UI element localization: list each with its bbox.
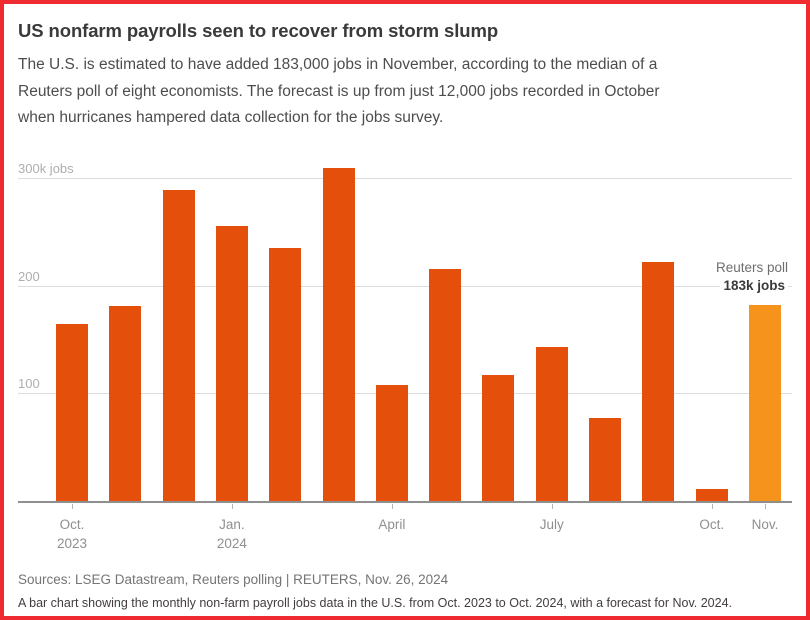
bar-jan-2024: [215, 226, 248, 502]
bar-may-2024: [429, 269, 462, 502]
x-axis-baseline: [18, 500, 792, 503]
x-axis-label-jan-2024: Jan. 2024: [216, 516, 247, 551]
gridline-300k: [18, 178, 792, 179]
bar-jul-2024: [535, 346, 568, 502]
y-axis-label-200k: 200: [18, 268, 40, 284]
y-axis-label-300k: 300k jobs: [18, 161, 74, 176]
annotation-reuters-poll: Reuters poll 183k jobs: [716, 259, 788, 295]
bar-oct-2024: [695, 488, 728, 502]
bar-jun-2024: [482, 374, 515, 502]
bar-mar-2024: [322, 168, 355, 502]
annotation-label: Reuters poll: [715, 259, 788, 275]
alt-text-line: A bar chart showing the monthly non-farm…: [18, 595, 733, 610]
subtitle-line-2: Reuters poll of eight economists. The fo…: [18, 82, 660, 100]
bar-nov-2024-forecast: [749, 304, 782, 502]
subtitle-line-3: when hurricanes hampered data collection…: [18, 109, 444, 126]
x-axis-label-oct: Oct.: [699, 516, 725, 532]
x-axis-tick-july: [551, 503, 553, 509]
subtitle-line-1: The U.S. is estimated to have added 183,…: [18, 56, 658, 73]
gridline-200k: [18, 285, 792, 287]
annotation-value: 183k jobs: [716, 277, 788, 295]
payrolls-bar-chart: Reuters poll 183k jobs 300k jobs 200 100 Oc…: [18, 157, 792, 555]
x-axis-label-april: April: [378, 516, 406, 532]
chart-subtitle: The U.S. is estimated to have added 183,…: [18, 52, 792, 132]
bar-oct-2023: [56, 324, 88, 502]
x-axis-tick-nov: [765, 503, 767, 509]
bar-aug-2024: [589, 417, 622, 502]
y-axis-label-100k: 100: [18, 376, 40, 391]
x-axis-tick-jan-2024: [231, 503, 233, 509]
chart-card: US nonfarm payrolls seen to recover from…: [4, 19, 806, 610]
chart-title: US nonfarm payrolls seen to recover from…: [18, 20, 499, 41]
bar-dec-2023: [162, 189, 195, 502]
plot-area: Reuters poll 183k jobs 300k jobs 200 100 Oc…: [18, 157, 792, 551]
bar-nov-2023: [109, 305, 142, 502]
x-axis-label-july: July: [539, 516, 564, 532]
bar-feb-2024: [269, 247, 302, 502]
bar-apr-2024: [375, 385, 408, 502]
x-axis-tick-april: [391, 503, 393, 509]
x-axis-label-oct-2023: Oct. 2023: [56, 516, 88, 551]
x-axis-label-nov: Nov.: [751, 516, 779, 532]
bar-sep-2024: [642, 261, 675, 502]
x-axis-tick-oct-2023: [72, 503, 73, 509]
x-axis-tick-oct: [711, 503, 713, 509]
source-line: Sources: LSEG Datastream, Reuters pollin…: [18, 571, 449, 587]
